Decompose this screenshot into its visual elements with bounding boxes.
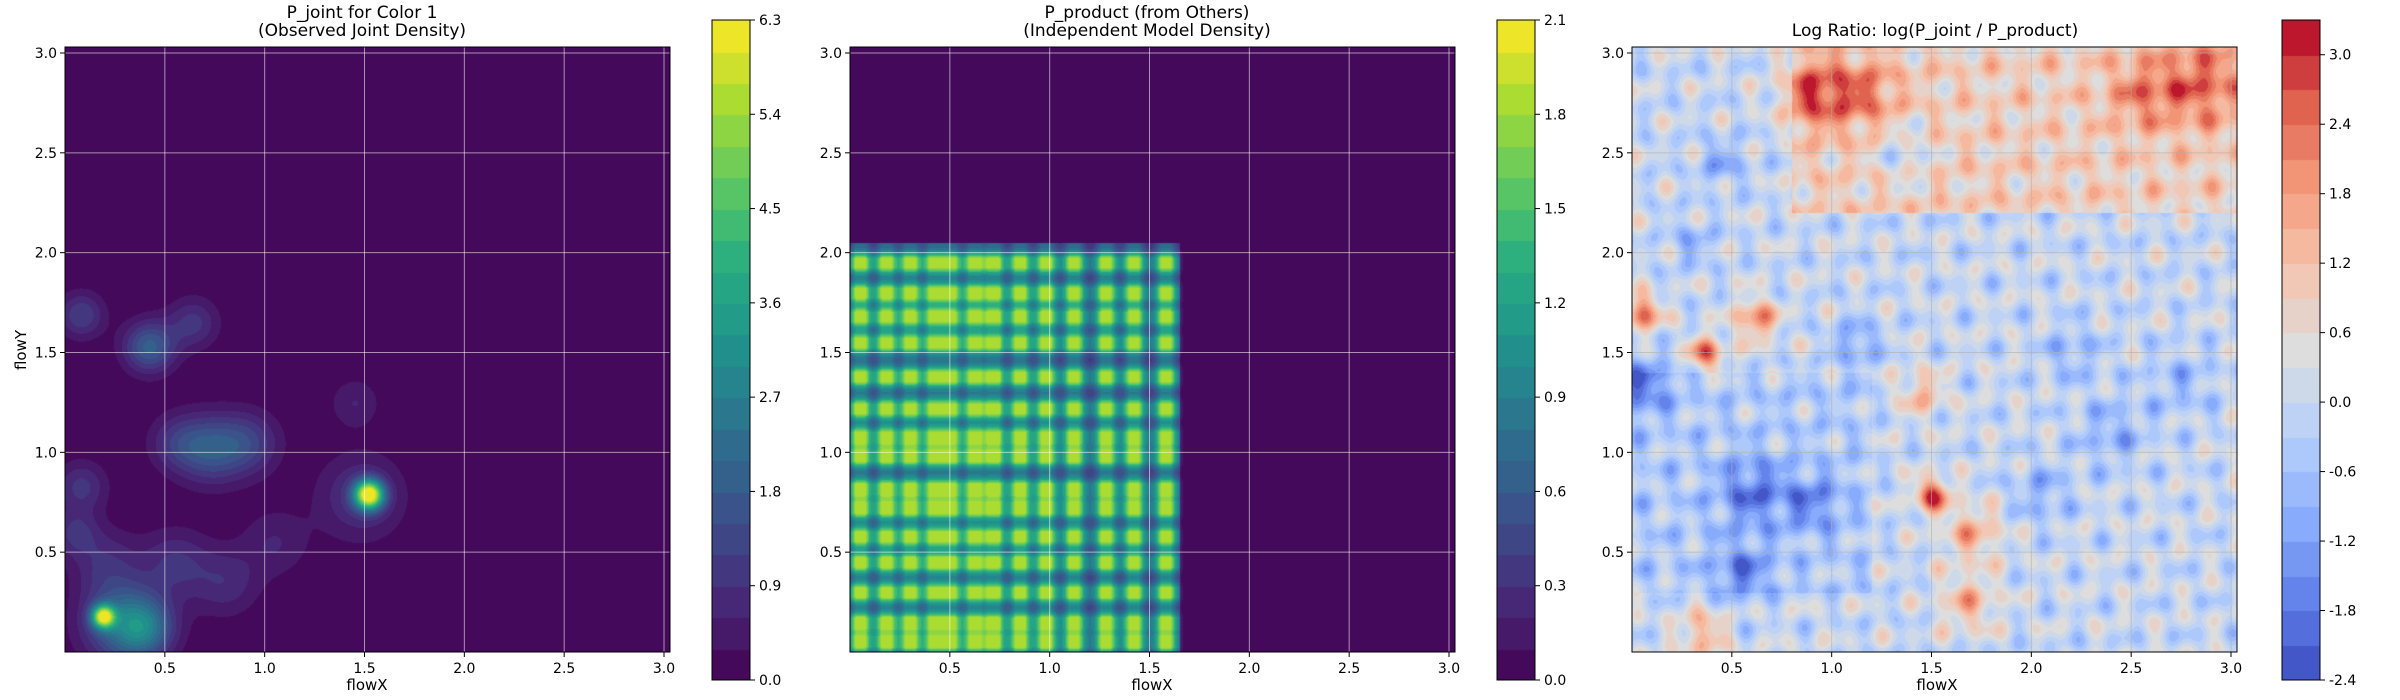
colorbar-ticks: 0.0 0.9 1.8 2.7 3.6 4.5 5.4 6.3 bbox=[750, 13, 781, 689]
colorbar-frame bbox=[711, 19, 751, 681]
colorbar-tick-label: 5.4 bbox=[759, 107, 781, 123]
colorbar-tick-label: 0.9 bbox=[759, 579, 781, 595]
panel-title-line1: P_product (from Others) bbox=[1045, 3, 1250, 23]
x-axis-label: flowX bbox=[346, 676, 387, 694]
x-tick-label: 1.0 bbox=[1821, 661, 1843, 677]
y-tick-label: 1.0 bbox=[35, 445, 57, 461]
y-tick-label: 1.0 bbox=[1602, 445, 1624, 461]
y-tick-label: 1.0 bbox=[820, 445, 842, 461]
colorbar-tick-label: 0.3 bbox=[1544, 579, 1566, 595]
colorbar-tick-label: -2.4 bbox=[2329, 673, 2356, 689]
x-axis-ticks: 0.5 1.0 1.5 2.0 2.5 3.0 bbox=[1721, 652, 2242, 677]
panel-product-density: P_product (from Others) (Independent Mod… bbox=[820, 3, 1567, 694]
colorbar-frame bbox=[1496, 19, 1536, 681]
y-tick-label: 2.5 bbox=[35, 146, 57, 162]
colorbar-tick-label: 0.0 bbox=[1544, 673, 1566, 689]
x-tick-label: 2.0 bbox=[453, 661, 475, 677]
plot-frame bbox=[849, 46, 1456, 653]
panel-title-line1: Log Ratio: log(P_joint / P_product) bbox=[1792, 21, 2078, 41]
x-tick-label: 1.5 bbox=[1138, 661, 1160, 677]
grid-lines bbox=[1632, 47, 2237, 652]
x-tick-label: 2.5 bbox=[553, 661, 575, 677]
colorbar-tick-label: 3.6 bbox=[759, 296, 781, 312]
panel-log-ratio: Log Ratio: log(P_joint / P_product) 0.5 1… bbox=[1602, 19, 2356, 694]
grid-lines bbox=[850, 47, 1455, 652]
y-tick-label: 1.5 bbox=[820, 345, 842, 361]
panel-title-line2: (Observed Joint Density) bbox=[258, 21, 466, 41]
y-tick-label: 1.5 bbox=[35, 345, 57, 361]
x-tick-label: 0.5 bbox=[939, 661, 961, 677]
y-tick-label: 2.0 bbox=[35, 246, 57, 262]
colorbar-tick-label: 1.8 bbox=[1544, 107, 1566, 123]
colorbar-tick-label: 3.0 bbox=[2329, 48, 2351, 64]
colorbar-tick-label: 1.2 bbox=[2329, 256, 2351, 272]
y-tick-label: 1.5 bbox=[1602, 345, 1624, 361]
colorbar-tick-label: 2.4 bbox=[2329, 117, 2351, 133]
y-tick-label: 2.5 bbox=[820, 146, 842, 162]
x-axis-label: flowX bbox=[1916, 676, 1957, 694]
y-tick-label: 0.5 bbox=[35, 545, 57, 561]
colorbar-tick-label: 0.0 bbox=[759, 673, 781, 689]
heatmap-plot-area bbox=[65, 47, 670, 652]
colorbar-tick-label: -0.6 bbox=[2329, 465, 2356, 481]
plot-frame bbox=[1631, 46, 2238, 653]
heatmap-plot-area bbox=[850, 47, 1455, 652]
x-tick-label: 3.0 bbox=[1438, 661, 1460, 677]
colorbar bbox=[712, 20, 750, 680]
x-tick-label: 1.0 bbox=[1039, 661, 1061, 677]
x-tick-label: 1.5 bbox=[1920, 661, 1942, 677]
y-axis-ticks: 0.5 1.0 1.5 2.0 2.5 3.0 bbox=[35, 46, 65, 561]
colorbar-tick-label: 2.7 bbox=[759, 390, 781, 406]
colorbar-tick-label: 0.6 bbox=[1544, 484, 1566, 500]
y-tick-label: 3.0 bbox=[35, 46, 57, 62]
colorbar-tick-label: 0.0 bbox=[2329, 395, 2351, 411]
y-axis-label: flowY bbox=[12, 329, 30, 370]
colorbar bbox=[1497, 20, 1535, 680]
y-tick-label: 2.0 bbox=[820, 246, 842, 262]
x-axis-ticks: 0.5 1.0 1.5 2.0 2.5 3.0 bbox=[154, 652, 675, 677]
colorbar-tick-label: 1.5 bbox=[1544, 202, 1566, 218]
grid-lines bbox=[65, 47, 670, 652]
colorbar-ticks: -2.4 -1.8 -1.2 -0.6 0.0 0.6 1.2 1.8 2.4 3.0 bbox=[2320, 48, 2356, 689]
colorbar-tick-label: 1.8 bbox=[759, 484, 781, 500]
x-axis-label: flowX bbox=[1131, 676, 1172, 694]
colorbar-tick-label: 2.1 bbox=[1544, 13, 1566, 29]
x-tick-label: 2.5 bbox=[1338, 661, 1360, 677]
y-axis-ticks: 0.5 1.0 1.5 2.0 2.5 3.0 bbox=[820, 46, 850, 561]
colorbar bbox=[2282, 20, 2320, 680]
x-tick-label: 2.5 bbox=[2120, 661, 2142, 677]
colorbar-tick-label: 1.8 bbox=[2329, 187, 2351, 203]
y-tick-label: 0.5 bbox=[820, 545, 842, 561]
y-tick-label: 0.5 bbox=[1602, 545, 1624, 561]
colorbar-tick-label: 1.2 bbox=[1544, 296, 1566, 312]
y-tick-label: 3.0 bbox=[820, 46, 842, 62]
y-tick-label: 3.0 bbox=[1602, 46, 1624, 62]
x-tick-label: 0.5 bbox=[154, 661, 176, 677]
colorbar-tick-label: -1.2 bbox=[2329, 534, 2356, 550]
plot-frame bbox=[64, 46, 671, 653]
panel-joint-density: P_joint for Color 1 (Observed Joint Dens… bbox=[12, 3, 781, 694]
x-tick-label: 1.0 bbox=[254, 661, 276, 677]
x-axis-ticks: 0.5 1.0 1.5 2.0 2.5 3.0 bbox=[939, 652, 1460, 677]
colorbar-tick-label: 6.3 bbox=[759, 13, 781, 29]
y-axis-ticks: 0.5 1.0 1.5 2.0 2.5 3.0 bbox=[1602, 46, 1632, 561]
x-tick-label: 2.0 bbox=[2020, 661, 2042, 677]
x-tick-label: 0.5 bbox=[1721, 661, 1743, 677]
x-tick-label: 3.0 bbox=[653, 661, 675, 677]
panel-title-line2: (Independent Model Density) bbox=[1023, 21, 1271, 41]
x-tick-label: 2.0 bbox=[1238, 661, 1260, 677]
colorbar-tick-label: -1.8 bbox=[2329, 604, 2356, 620]
y-tick-label: 2.5 bbox=[1602, 146, 1624, 162]
x-tick-label: 3.0 bbox=[2220, 661, 2242, 677]
colorbar-ticks: 0.0 0.3 0.6 0.9 1.2 1.5 1.8 2.1 bbox=[1535, 13, 1566, 689]
colorbar-tick-label: 0.9 bbox=[1544, 390, 1566, 406]
panel-title-line1: P_joint for Color 1 bbox=[287, 3, 438, 23]
colorbar-tick-label: 0.6 bbox=[2329, 326, 2351, 342]
y-tick-label: 2.0 bbox=[1602, 246, 1624, 262]
colorbar-tick-label: 4.5 bbox=[759, 202, 781, 218]
colorbar-frame bbox=[2281, 19, 2321, 681]
x-tick-label: 1.5 bbox=[353, 661, 375, 677]
heatmap-plot-area bbox=[1632, 47, 2237, 652]
